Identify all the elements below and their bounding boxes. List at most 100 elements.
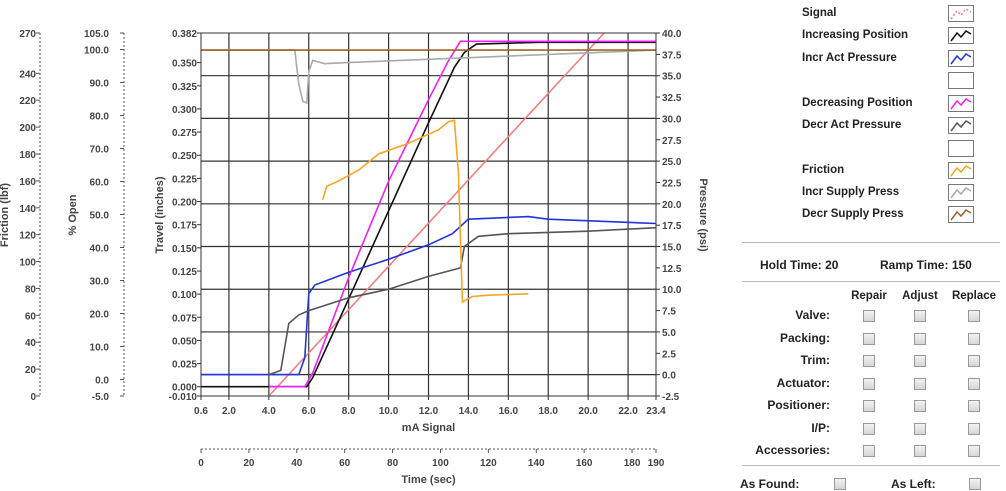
- checkbox-adjust[interactable]: [914, 422, 926, 435]
- legend-swatch-line: [950, 8, 972, 20]
- friction-tick-label: 200: [19, 123, 36, 134]
- x-tick-label: 20.0: [578, 406, 598, 417]
- hold-time: Hold Time: 20: [760, 258, 838, 272]
- checkbox-replace[interactable]: [968, 355, 980, 367]
- legend-swatch: [948, 162, 974, 179]
- legend-swatch-line: [950, 120, 972, 132]
- legend-swatch: [948, 95, 974, 112]
- legend-swatch-line: [950, 209, 972, 221]
- pressure-tick-label: 15.0: [662, 243, 682, 254]
- row-label: I/P:: [811, 420, 830, 435]
- as-left-checkbox[interactable]: [969, 478, 981, 490]
- travel-tick-label: 0.350: [172, 59, 197, 70]
- as-left-label: As Left:: [891, 477, 936, 491]
- travel-tick-label: 0.325: [172, 82, 197, 93]
- checkbox-replace[interactable]: [968, 445, 980, 457]
- checkbox-replace[interactable]: [968, 332, 980, 345]
- pressure-tick-label: 37.5: [662, 50, 682, 61]
- open-tick-label: 70.0: [90, 145, 110, 156]
- x-tick-label: 14.0: [459, 406, 479, 417]
- checkbox-repair[interactable]: [863, 377, 875, 390]
- legend-swatch: [948, 50, 974, 67]
- row-label: Accessories:: [755, 443, 830, 457]
- legend-item: Friction: [790, 161, 990, 181]
- open-tick-label: 10.0: [90, 343, 110, 354]
- x-tick-label: 23.4: [646, 406, 666, 417]
- checkbox-adjust[interactable]: [914, 445, 926, 457]
- checkbox-adjust[interactable]: [914, 310, 926, 322]
- time-tick-label: 20: [243, 458, 255, 469]
- open-tick-label: 0.0: [95, 376, 109, 387]
- pressure-tick-label: -2.5: [662, 392, 680, 403]
- open-tick-label: 50.0: [90, 211, 110, 222]
- pressure-tick-label: 2.5: [662, 349, 676, 360]
- pressure-tick-label: 17.5: [662, 221, 682, 232]
- travel-tick-label: 0.275: [172, 128, 197, 139]
- travel-tick-label: 0.382: [172, 29, 197, 40]
- checkbox-adjust[interactable]: [914, 355, 926, 367]
- legend-label: Increasing Position: [802, 29, 909, 41]
- checkbox-replace[interactable]: [968, 377, 980, 390]
- checkbox-repair[interactable]: [863, 422, 875, 435]
- pressure-tick-label: 12.5: [662, 264, 682, 275]
- time-tick-label: 120: [480, 458, 497, 469]
- friction-tick-label: 220: [19, 96, 36, 107]
- time-tick-label: 80: [387, 458, 399, 469]
- legend-label: Incr Act Pressure: [802, 52, 897, 64]
- x-tick-label: 8.0: [342, 406, 356, 417]
- pressure-tick-label: 32.5: [662, 93, 682, 104]
- friction-tick-label: 60: [25, 311, 37, 322]
- checkbox-repair[interactable]: [863, 310, 875, 322]
- checkbox-adjust[interactable]: [914, 332, 926, 345]
- checkbox-repair[interactable]: [863, 355, 875, 367]
- legend-swatch: [948, 117, 974, 134]
- legend-label: Decr Act Pressure: [802, 119, 902, 131]
- friction-tick-label: 100: [19, 258, 36, 269]
- series-layer: [201, 32, 657, 397]
- open-tick-label: 30.0: [90, 277, 110, 288]
- divider: [742, 465, 1000, 466]
- checkbox-repair[interactable]: [863, 445, 875, 457]
- x-axis-label: mA Signal: [402, 422, 455, 434]
- travel-tick-label: 0.075: [172, 313, 197, 324]
- legend-item: [790, 139, 990, 159]
- as-found-checkbox[interactable]: [834, 478, 846, 490]
- checkbox-repair[interactable]: [863, 400, 875, 412]
- legend-item: Increasing Position: [790, 26, 990, 46]
- hold-time-label: Hold Time:: [760, 258, 822, 272]
- series-increasing-position-line: [201, 41, 656, 388]
- row-label: Packing:: [779, 330, 830, 345]
- x-tick-label: 18.0: [539, 406, 559, 417]
- series-incr-supply-press-line: [201, 49, 657, 105]
- row-label: Actuator:: [776, 375, 830, 390]
- legend-label: Decreasing Position: [802, 97, 913, 109]
- time-tick-label: 180: [624, 458, 641, 469]
- legend-item: Decr Supply Press: [790, 205, 990, 225]
- series-signal-line: [268, 32, 605, 397]
- open-tick-label: 90.0: [90, 79, 110, 90]
- checkbox-adjust[interactable]: [914, 400, 926, 412]
- row-label: Valve:: [795, 308, 830, 322]
- friction-tick-label: 140: [19, 204, 36, 215]
- checkbox-replace[interactable]: [968, 400, 980, 412]
- checkbox-adjust[interactable]: [914, 377, 926, 390]
- legend-swatch-line: [950, 187, 972, 199]
- pressure-tick-label: 5.0: [662, 328, 676, 339]
- travel-tick-label: 0.025: [172, 360, 197, 371]
- checkbox-replace[interactable]: [968, 310, 980, 322]
- open-tick-label: 80.0: [90, 112, 110, 123]
- pressure-tick-label: 20.0: [662, 200, 682, 211]
- series-friction-line: [321, 119, 529, 304]
- checkbox-repair[interactable]: [863, 332, 875, 345]
- open-tick-label: 100.0: [84, 46, 109, 57]
- checkbox-replace[interactable]: [968, 422, 980, 435]
- column-header-replace: Replace: [951, 290, 997, 302]
- divider: [742, 281, 1000, 282]
- travel-tick-label: 0.200: [172, 198, 197, 209]
- legend-swatch-line: [950, 98, 972, 110]
- pressure-tick-label: 27.5: [662, 136, 682, 147]
- pressure-tick-label: 40.0: [662, 29, 682, 40]
- open-axis-label: % Open: [67, 194, 79, 235]
- friction-axis-label: Friction (lbf): [0, 183, 11, 247]
- column-header-repair: Repair: [851, 290, 887, 302]
